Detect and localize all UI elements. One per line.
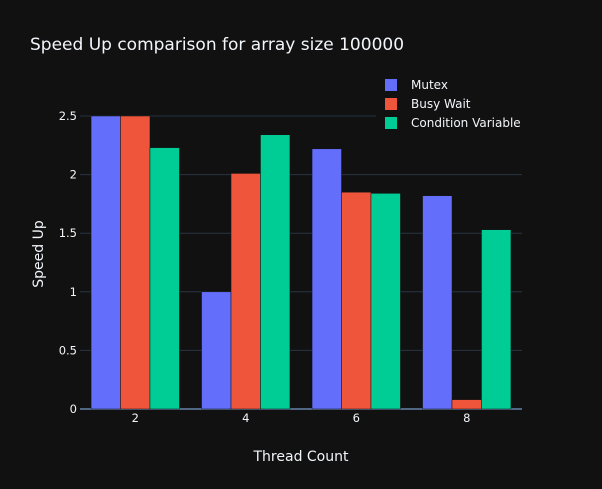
y-tick-label: 0.5	[59, 343, 77, 357]
y-tick-label: 1.5	[59, 226, 77, 240]
legend-label: Condition Variable	[411, 116, 521, 130]
legend[interactable]: Mutex Busy Wait Condition Variable	[376, 74, 522, 134]
bar-busy-wait-4	[230, 173, 261, 410]
x-tick-label: 2	[132, 411, 139, 425]
bar-condition-variable-2	[149, 147, 180, 410]
legend-swatch	[385, 98, 397, 110]
bar-condition-variable-6	[370, 193, 401, 410]
legend-swatch	[385, 79, 397, 91]
bar-busy-wait-6	[341, 191, 372, 410]
y-tick-label: 2.5	[59, 109, 77, 123]
bar-busy-wait-8	[451, 399, 482, 410]
x-axis-ticks: 2 4 6 8	[132, 411, 471, 425]
x-tick-label: 8	[463, 411, 470, 425]
legend-label: Mutex	[411, 78, 448, 92]
x-tick-label: 4	[242, 411, 249, 425]
chart-title: Speed Up comparison for array size 10000…	[30, 35, 404, 55]
y-tick-label: 0	[70, 402, 77, 416]
legend-item-busy-wait[interactable]: Busy Wait	[385, 97, 471, 111]
legend-item-mutex[interactable]: Mutex	[385, 78, 448, 92]
bar-mutex-4	[201, 291, 232, 410]
x-axis-title: Thread Count	[253, 449, 349, 465]
bar-busy-wait-2	[120, 115, 151, 410]
bar-mutex-8	[422, 195, 453, 410]
y-axis-ticks: 0 0.5 1 1.5 2 2.5	[59, 109, 77, 416]
bar-condition-variable-8	[481, 229, 512, 410]
bar-mutex-2	[90, 115, 121, 410]
y-tick-label: 2	[70, 168, 77, 182]
legend-label: Busy Wait	[411, 97, 471, 111]
legend-swatch	[385, 117, 397, 129]
legend-item-condition-variable[interactable]: Condition Variable	[385, 116, 521, 130]
bars	[90, 115, 512, 410]
y-axis-title: Speed Up	[31, 220, 47, 288]
x-tick-label: 6	[353, 411, 360, 425]
bar-mutex-6	[311, 148, 342, 410]
legend-background	[376, 74, 522, 134]
bar-condition-variable-4	[260, 134, 291, 410]
y-tick-label: 1	[70, 285, 77, 299]
